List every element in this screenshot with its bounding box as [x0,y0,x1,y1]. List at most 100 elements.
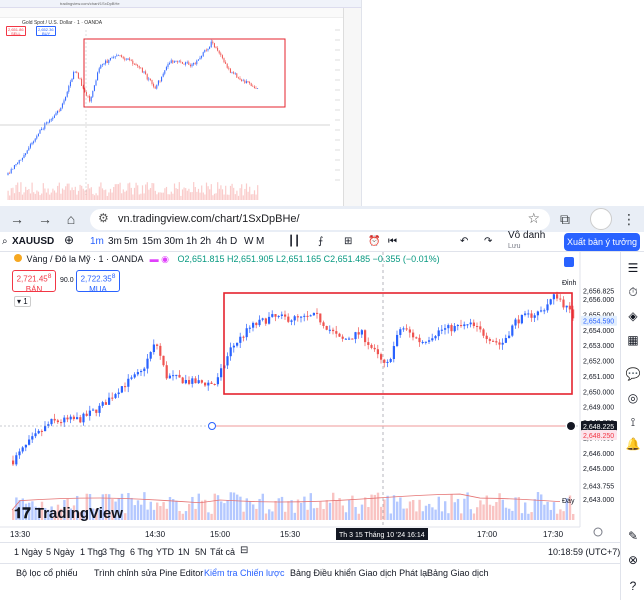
site-settings-icon[interactable]: ⚙ [98,211,109,225]
mini-volume [7,190,9,200]
mini-candle-body [180,61,182,63]
interval-2h[interactable]: 2h [200,236,212,247]
pane-collapse-badge[interactable]: ▾ 1 [14,296,31,307]
mini-candle-body [41,128,43,130]
mini-candle-body [242,80,244,82]
mini-volume [215,193,217,200]
candle-body [460,325,463,327]
candle-body [156,344,159,346]
candle-body [376,349,379,355]
bottom-tab[interactable]: Kiểm tra Chiến lược [204,568,285,578]
layers-icon[interactable]: ◈ [628,309,638,323]
volume-bar [447,513,450,520]
mini-side-panel [343,8,361,206]
sell-button[interactable]: 2,721.458 BÁN [12,270,56,294]
address-bar[interactable]: ⚙ vn.tradingview.com/chart/1SxDpBHe/ ☆ [90,209,550,230]
interval-D[interactable]: D [230,236,238,247]
range-item[interactable]: YTD [156,547,174,557]
interval-1h[interactable]: 1h [186,236,198,247]
range-item[interactable]: 3 Thg [102,547,125,557]
price-tag-top-bg [581,285,617,296]
ideas-icon[interactable]: ◎ [627,391,639,405]
candle-body [524,313,527,315]
candle-body [341,336,344,339]
mini-candle-body [57,110,59,114]
clock-timezone[interactable]: 10:18:59 (UTC+7) [548,547,621,557]
interval-5m[interactable]: 5m [124,236,138,247]
range-item[interactable]: 1 Thg [80,547,103,557]
range-item[interactable]: 5 Ngày [46,547,75,557]
range-item[interactable]: 5N [195,547,207,557]
volume-bar [210,513,213,520]
browser-menu-icon[interactable]: ⋮ [622,211,636,227]
candle-body [165,365,168,379]
templates-icon[interactable]: ⊞ [344,236,353,247]
streams-icon[interactable]: ⟟ [630,415,636,429]
candle-body [546,304,549,311]
range-item[interactable]: 1N [178,547,190,557]
bottom-tab[interactable]: Bảng Điều khiển Giao dịch Phát lại [290,568,430,578]
range-item[interactable]: Tất cả [210,547,236,557]
candle-body [28,439,31,445]
publish-idea-button[interactable]: Xuất bản ý tưởng [564,233,640,251]
notifications-bell-icon[interactable]: 🔔 [625,437,641,451]
candle-body [200,380,203,383]
mini-candle-body [45,122,47,124]
interval-1m[interactable]: 1m [90,236,104,247]
interval-M[interactable]: M [256,236,265,247]
mini-volume [226,194,228,200]
forward-icon[interactable]: → [38,211,52,227]
mini-candle-body [237,77,239,79]
chart-pane[interactable]: 2,656.0002,655.0002,654.0002,653.0002,65… [0,252,620,542]
replay-icon[interactable]: ⏮ [388,236,397,247]
interval-3m[interactable]: 3m [108,236,122,247]
home-icon[interactable]: ⌂ [66,211,76,227]
interval-15m[interactable]: 15m [142,236,162,247]
pen-compass-icon[interactable]: ✎ [627,529,639,543]
search-icon[interactable]: ⌕ [2,236,8,247]
redo-icon[interactable]: ↷ [484,236,493,247]
indicators-icon[interactable]: ⨍ [318,236,324,247]
price-axis-bg [580,252,620,542]
bottom-tab[interactable]: Bộ lọc cổ phiếu [16,568,78,578]
candle-body [466,324,469,326]
mini-candle-body [23,154,25,158]
profile-avatar[interactable] [590,208,612,230]
back-icon[interactable]: → [10,211,24,227]
alerts-clock-icon[interactable]: ⏱ [628,285,638,299]
candle-body [229,347,232,357]
range-item[interactable]: 1 Ngày [14,547,43,557]
extensions-icon[interactable]: ⧉ [560,211,570,227]
help-icon[interactable]: ? [629,579,637,593]
bookmark-star-icon[interactable]: ☆ [527,210,540,226]
buy-button[interactable]: 2,722.358 MUA [76,270,120,294]
watchlist-icon[interactable]: ☰ [627,261,639,275]
candle-body [296,316,299,318]
range-item[interactable]: 6 Thg [130,547,153,557]
candles-icon[interactable]: ┃┃ [288,236,301,247]
undo-icon[interactable]: ↶ [460,236,469,247]
candle-body [101,402,104,406]
main-chart-canvas[interactable]: 2,656.0002,655.0002,654.0002,653.0002,65… [0,252,620,542]
hotlist-icon[interactable]: ⊗ [627,553,639,567]
calendar-icon[interactable]: ▦ [627,333,639,347]
mini-volume [101,188,104,200]
interval-4h[interactable]: 4h [216,236,228,247]
goto-date-icon[interactable]: ⊟ [240,545,249,556]
bottom-tab[interactable]: Trình chỉnh sửa Pine Editor [94,568,204,578]
sell-price: 2,721.45 [16,274,48,284]
mini-candle-body [229,68,231,73]
layout-name[interactable]: Vô danh Lưu [508,231,545,251]
candle-body [216,377,219,385]
candle-body [482,329,485,336]
interval-30m[interactable]: 30m [164,236,184,247]
chat-icon[interactable]: 💬 [625,367,641,381]
bottom-tab[interactable]: Bảng Giao dịch [427,568,489,578]
symbol-search[interactable]: XAUUSD [12,236,55,247]
interval-W[interactable]: W [244,236,254,247]
mini-volume [58,182,60,200]
candle-body [338,333,341,337]
compare-plus-icon[interactable]: ⊕ [64,233,75,247]
alert-icon[interactable]: ⏰ [368,236,381,247]
mini-volume [197,188,200,200]
